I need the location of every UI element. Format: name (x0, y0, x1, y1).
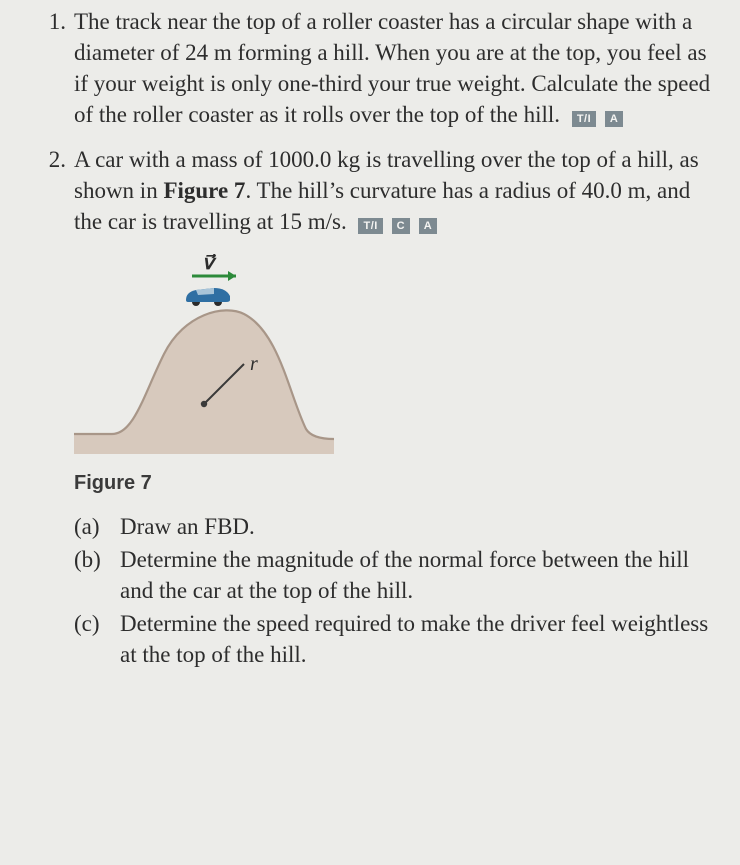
badge-group: T/I A (572, 101, 627, 132)
subpart-c: (c) Determine the speed required to make… (74, 608, 718, 670)
subpart-label: (a) (74, 511, 114, 542)
r-label: r (250, 353, 258, 375)
subpart-text: Determine the magnitude of the normal fo… (120, 547, 689, 603)
badge-ti: T/I (572, 111, 596, 127)
subpart-a: (a) Draw an FBD. (74, 511, 718, 542)
car-icon (186, 288, 230, 306)
subpart-label: (c) (74, 608, 114, 639)
hill-diagram: r v⃗ (74, 254, 334, 454)
badge-a: A (419, 218, 437, 234)
figure-ref: Figure 7 (163, 178, 245, 203)
velocity-arrow-icon (192, 271, 236, 281)
problem-2: 2. A car with a mass of 1000.0 kg is tra… (28, 144, 718, 670)
figure-7: r v⃗ (74, 254, 718, 462)
subpart-text: Draw an FBD. (120, 514, 255, 539)
badge-group: T/I C A (358, 209, 440, 240)
problem-number: 1. (28, 6, 66, 37)
subpart-b: (b) Determine the magnitude of the norma… (74, 544, 718, 606)
figure-caption: Figure 7 (74, 470, 718, 497)
subparts-list: (a) Draw an FBD. (b) Determine the magni… (74, 511, 718, 670)
subpart-text: Determine the speed required to make the… (120, 611, 708, 667)
problem-list: 1. The track near the top of a roller co… (28, 6, 718, 670)
badge-c: C (392, 218, 410, 234)
page: 1. The track near the top of a roller co… (0, 0, 740, 692)
badge-ti: T/I (358, 218, 382, 234)
v-label: v⃗ (202, 254, 217, 274)
badge-a: A (605, 111, 623, 127)
problem-number: 2. (28, 144, 66, 175)
problem-1: 1. The track near the top of a roller co… (28, 6, 718, 132)
subpart-label: (b) (74, 544, 114, 575)
